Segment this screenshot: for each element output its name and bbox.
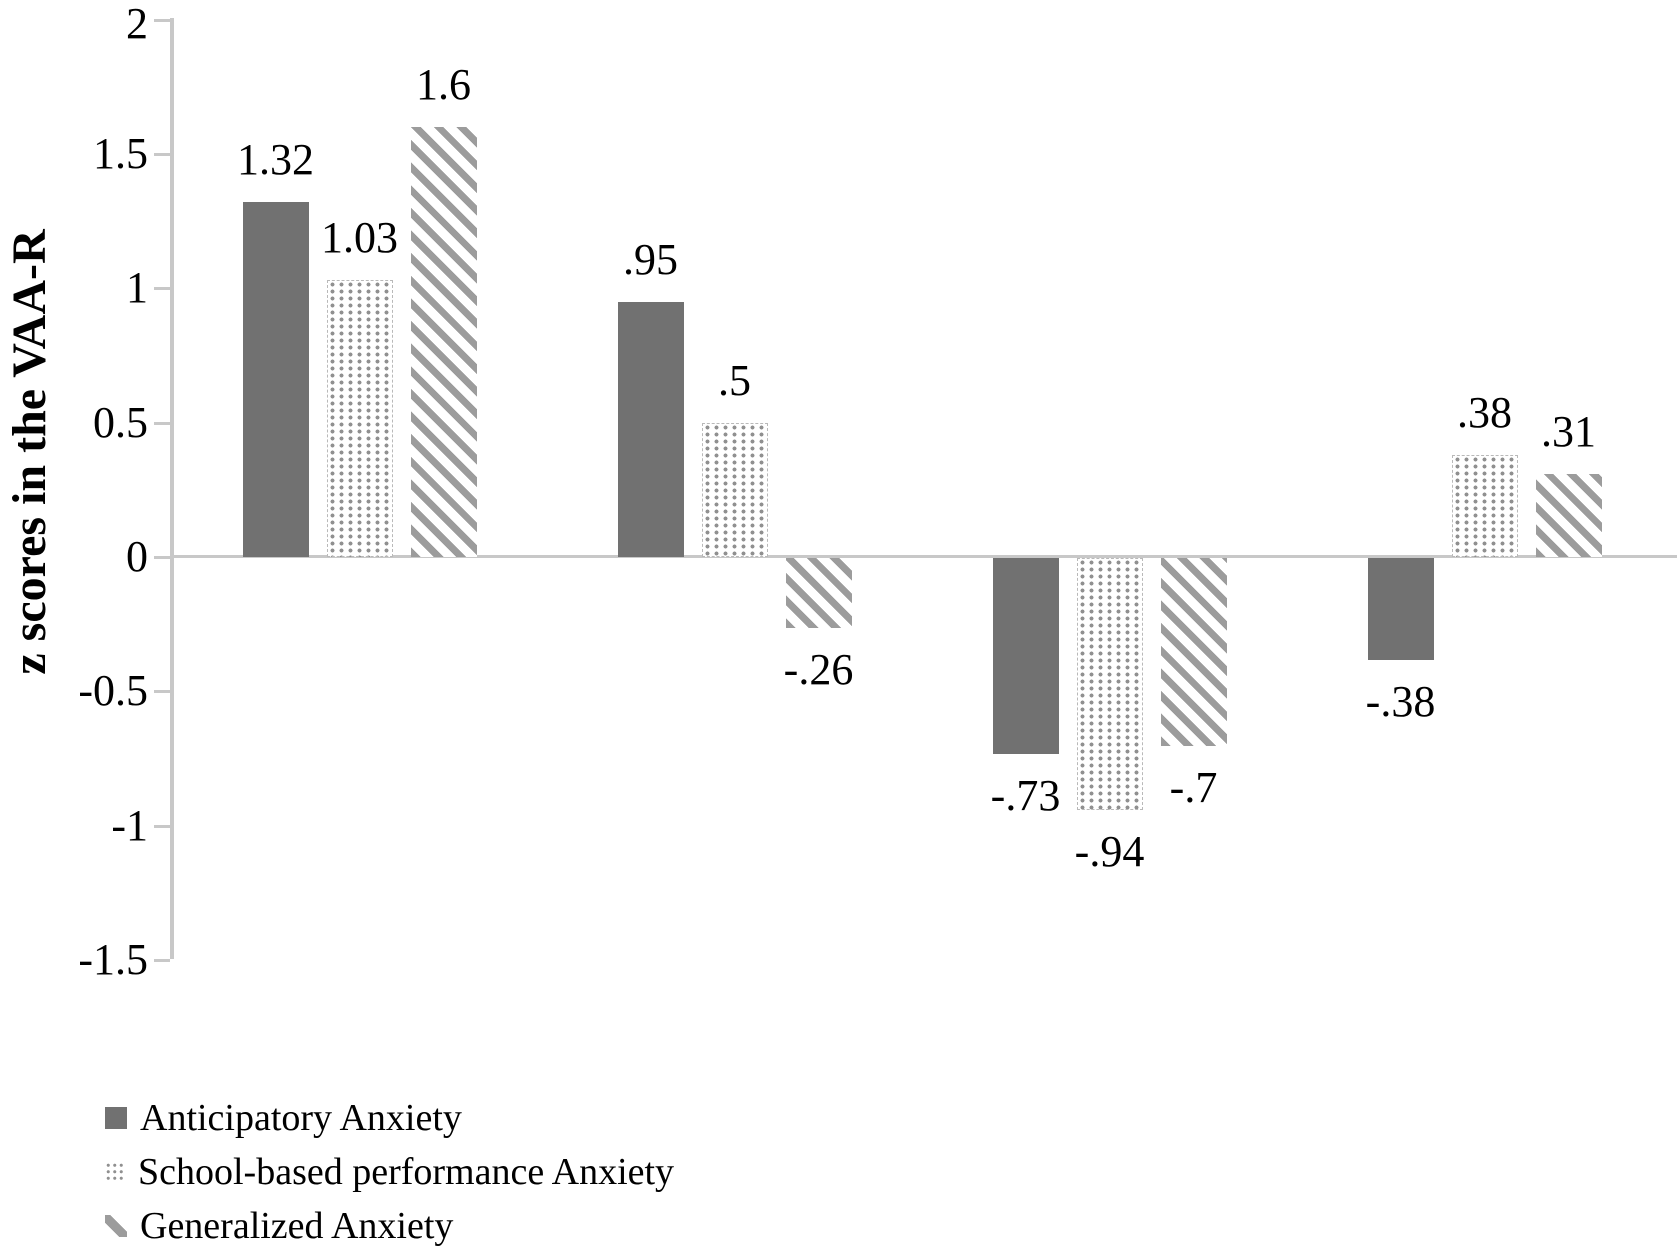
tick-mark (154, 556, 170, 559)
bar-anticipatory-anxiety-group1 (242, 202, 309, 557)
diagonal-stripe-icon (105, 1215, 127, 1237)
bar-anticipatory-anxiety-group4 (1367, 558, 1434, 661)
tick-mark (154, 824, 170, 828)
legend-label: School-based performance Anxiety (138, 1151, 675, 1193)
bar-generalized-anxiety-group4 (1535, 473, 1602, 557)
y-tick-label: 1 (126, 263, 148, 313)
legend-label: Anticipatory Anxiety (140, 1097, 462, 1139)
tick-mark (154, 18, 170, 22)
data-label-anticipatory-anxiety-group2: .95 (623, 234, 678, 284)
bar-anticipatory-anxiety-group2 (617, 301, 684, 557)
y-tick-label: -1 (111, 800, 148, 850)
data-label-school-based-performance-anxiety-group3: -.94 (1074, 827, 1145, 877)
legend-item-school-based-performance-anxiety: School-based performance Anxiety (105, 1150, 674, 1194)
dotted-square-icon (105, 1162, 125, 1182)
data-label-school-based-performance-anxiety-group2: .5 (718, 355, 751, 405)
bar-school-based-performance-anxiety-group1 (326, 280, 393, 557)
legend-label: Generalized Anxiety (140, 1205, 454, 1247)
y-tick-label: -0.5 (78, 666, 148, 716)
solid-square-icon (105, 1107, 127, 1129)
data-label-generalized-anxiety-group3: -.7 (1169, 763, 1218, 813)
data-label-anticipatory-anxiety-group3: -.73 (990, 771, 1061, 821)
data-label-anticipatory-anxiety-group4: -.38 (1365, 677, 1436, 727)
bar-anticipatory-anxiety-group3 (992, 558, 1059, 755)
tick-mark (154, 421, 170, 425)
data-label-school-based-performance-anxiety-group4: .38 (1457, 387, 1512, 437)
data-label-school-based-performance-anxiety-group1: 1.03 (321, 213, 398, 263)
bar-generalized-anxiety-group3 (1160, 558, 1227, 747)
y-tick-label: 1.5 (93, 129, 148, 179)
bar-school-based-performance-anxiety-group2 (701, 422, 768, 557)
bar-school-based-performance-anxiety-group4 (1451, 454, 1518, 557)
tick-mark (154, 958, 170, 962)
x-axis-line (170, 555, 1677, 558)
bar-school-based-performance-anxiety-group3 (1076, 558, 1143, 811)
legend-item-anticipatory-anxiety: Anticipatory Anxiety (105, 1096, 462, 1140)
tick-mark (154, 153, 170, 157)
data-label-generalized-anxiety-group1: 1.6 (416, 60, 471, 110)
data-label-generalized-anxiety-group2: -.26 (783, 644, 854, 694)
legend-item-generalized-anxiety: Generalized Anxiety (105, 1204, 453, 1248)
y-tick-label: 2 (126, 0, 148, 48)
y-tick-label: 0 (126, 532, 148, 581)
data-label-generalized-anxiety-group4: .31 (1541, 406, 1596, 456)
tick-mark (154, 287, 170, 291)
y-tick-label: -1.5 (78, 934, 148, 984)
bar-generalized-anxiety-group1 (410, 127, 477, 557)
data-label-anticipatory-anxiety-group1: 1.32 (237, 135, 314, 185)
y-axis-line (170, 18, 174, 959)
tick-mark (154, 690, 170, 694)
y-tick-label: 0.5 (93, 397, 148, 447)
bar-generalized-anxiety-group2 (785, 558, 852, 628)
